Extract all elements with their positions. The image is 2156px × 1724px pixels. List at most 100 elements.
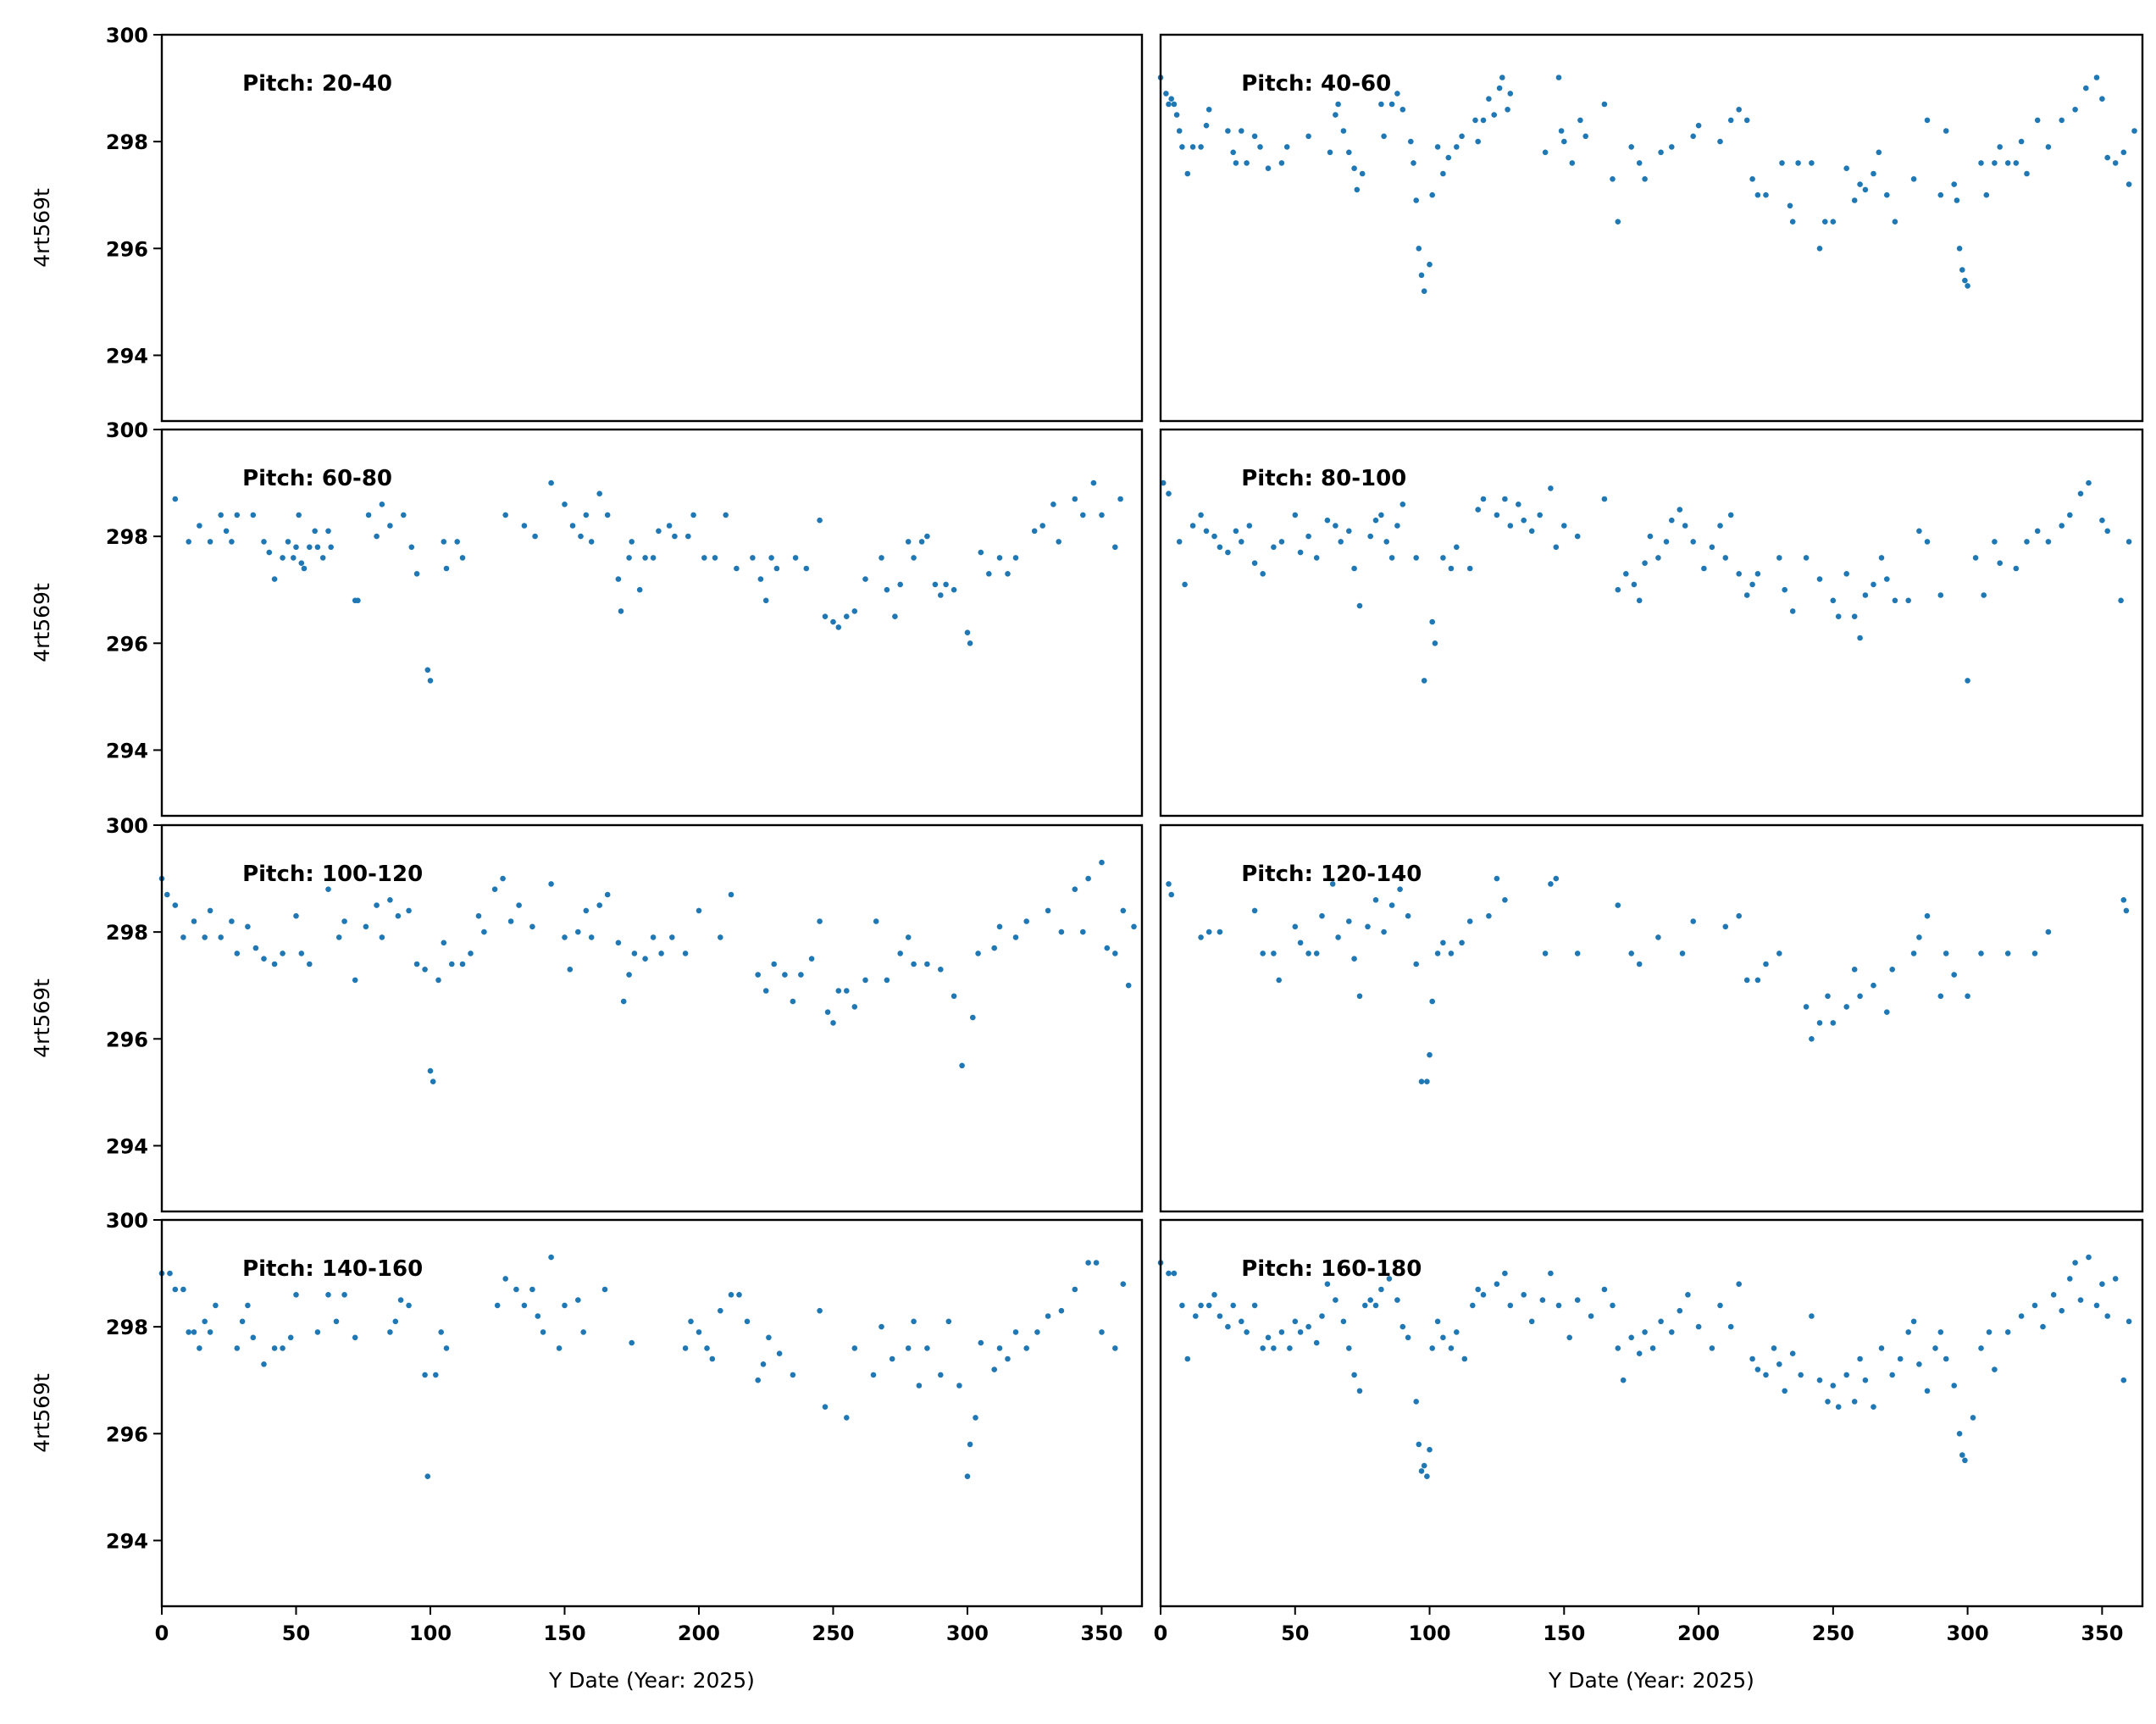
- data-point: [1910, 1318, 1917, 1325]
- y-tick-label: 300: [106, 814, 148, 838]
- data-point: [379, 502, 385, 507]
- data-point: [2013, 160, 2020, 166]
- data-point: [1561, 523, 1567, 529]
- data-point: [2004, 1329, 2011, 1335]
- data-point: [583, 512, 590, 518]
- data-point: [1388, 101, 1395, 108]
- data-point: [202, 934, 208, 940]
- data-point: [1910, 951, 1917, 956]
- x-tick-label: 200: [1677, 1621, 1720, 1645]
- data-point: [1416, 1441, 1422, 1448]
- data-point: [1862, 1377, 1869, 1383]
- data-point: [905, 934, 912, 940]
- data-point: [762, 597, 769, 604]
- data-point: [1099, 512, 1105, 518]
- data-point: [2045, 929, 2052, 935]
- data-point: [1031, 528, 1038, 535]
- data-point: [1239, 128, 1244, 134]
- data-point: [427, 1067, 434, 1074]
- data-point: [1553, 875, 1560, 882]
- data-point: [1225, 549, 1231, 556]
- data-point: [580, 1329, 586, 1335]
- data-point: [1924, 539, 1931, 545]
- data-point: [1005, 1355, 1011, 1362]
- data-point: [1346, 1345, 1352, 1351]
- data-point: [1012, 934, 1019, 940]
- data-point: [1480, 117, 1487, 124]
- data-point: [1615, 902, 1621, 908]
- y-tick-label: 300: [106, 1209, 148, 1233]
- data-point: [1658, 149, 1664, 156]
- data-point: [280, 951, 285, 956]
- data-point: [335, 934, 342, 940]
- y-tick-label: 296: [106, 632, 148, 656]
- data-point: [884, 977, 890, 984]
- data-point: [978, 1339, 984, 1346]
- data-point: [1876, 149, 1882, 156]
- data-point: [932, 581, 939, 588]
- data-point: [615, 940, 622, 946]
- data-point: [1292, 1318, 1299, 1325]
- data-point: [387, 523, 393, 529]
- data-point: [2112, 1276, 2119, 1282]
- data-point: [604, 512, 611, 518]
- data-point: [250, 512, 257, 518]
- data-point: [690, 512, 696, 518]
- data-point: [1857, 181, 1863, 187]
- data-point: [1429, 618, 1435, 625]
- data-point: [1763, 961, 1769, 967]
- data-point: [1555, 1302, 1562, 1309]
- data-point: [1265, 1334, 1272, 1341]
- data-point: [1362, 1302, 1368, 1309]
- data-point: [771, 961, 777, 967]
- data-point: [1211, 1292, 1217, 1298]
- data-point: [1427, 261, 1433, 268]
- data-point: [529, 923, 535, 930]
- data-point: [1120, 1281, 1127, 1287]
- data-point: [1189, 523, 1196, 529]
- data-point: [905, 539, 912, 545]
- data-point: [1434, 951, 1441, 956]
- data-point: [1480, 496, 1487, 502]
- data-point: [1480, 1292, 1487, 1298]
- data-point: [682, 1345, 689, 1351]
- data-point: [1354, 186, 1361, 193]
- axes-frame: [160, 823, 1144, 1213]
- data-point: [408, 544, 415, 551]
- data-point: [1388, 555, 1395, 561]
- data-point: [234, 512, 241, 518]
- data-point: [1937, 191, 1944, 198]
- data-point: [1217, 929, 1223, 935]
- data-point: [280, 555, 285, 561]
- data-point: [1972, 555, 1979, 561]
- data-point: [1631, 581, 1638, 588]
- data-point: [629, 539, 635, 545]
- x-tick-label: 350: [2081, 1621, 2123, 1645]
- data-point: [1905, 1329, 1911, 1335]
- data-point: [878, 1323, 884, 1330]
- data-point: [951, 993, 957, 1000]
- data-point: [333, 1318, 340, 1325]
- data-point: [688, 1318, 694, 1325]
- data-point: [2086, 1254, 2092, 1261]
- data-point: [1189, 144, 1196, 150]
- data-point: [1830, 1020, 1837, 1026]
- data-point: [1521, 1292, 1527, 1298]
- data-point: [959, 1062, 965, 1069]
- data-point: [1816, 246, 1823, 252]
- data-point: [1959, 267, 1965, 273]
- x-tick-label: 300: [1947, 1621, 1989, 1645]
- data-point: [2059, 117, 2065, 124]
- data-point: [1120, 907, 1127, 914]
- panel-60-80: Pitch: 60-80 294 296 298 300 4rt569t: [30, 419, 1144, 818]
- data-point: [1997, 144, 2003, 150]
- data-point: [1992, 160, 1998, 166]
- data-point: [1090, 480, 1097, 486]
- data-point: [1924, 117, 1931, 124]
- data-point: [395, 912, 402, 919]
- data-point: [433, 1372, 439, 1378]
- data-point: [844, 1415, 850, 1421]
- x-tick-label: 150: [543, 1621, 585, 1645]
- data-point: [1429, 191, 1435, 198]
